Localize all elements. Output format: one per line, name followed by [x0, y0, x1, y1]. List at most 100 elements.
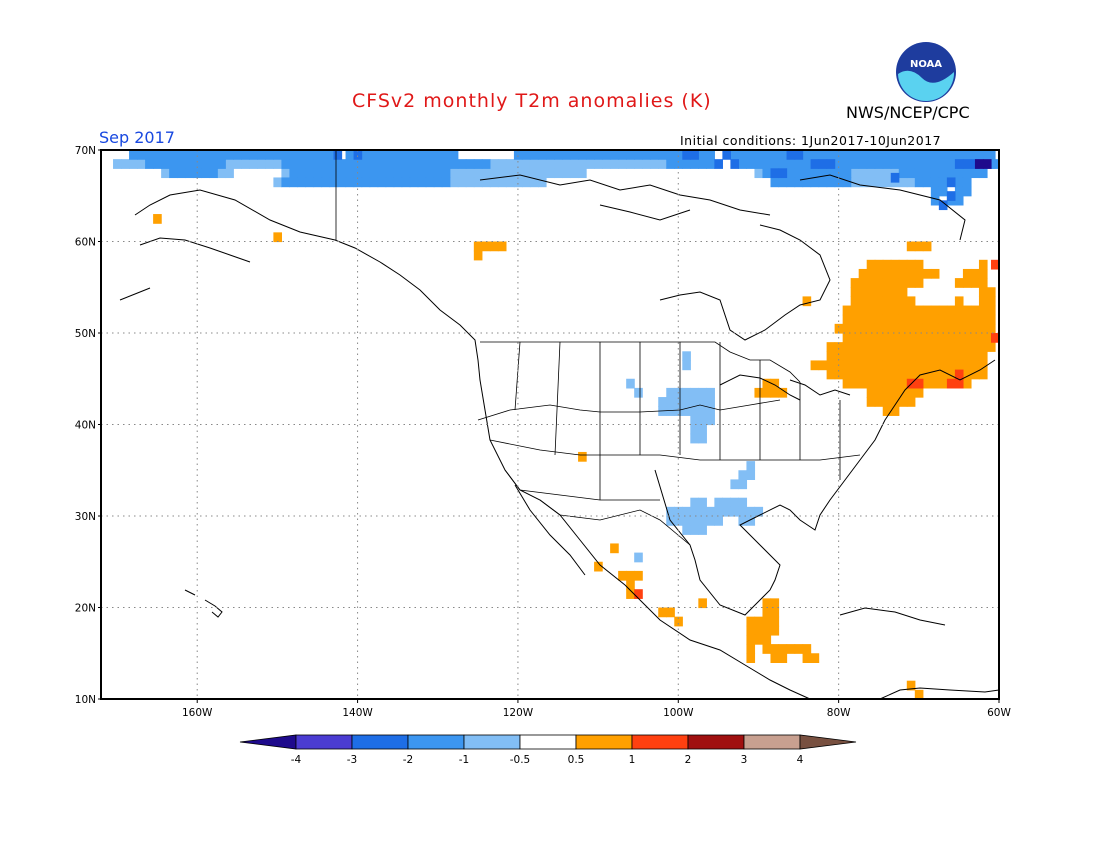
- anomaly-cell-pos-mod: [842, 351, 852, 362]
- anomaly-cell-pos-mod: [874, 333, 884, 343]
- anomaly-cell-neg-mod: [297, 159, 307, 169]
- anomaly-cell-pos-mod: [978, 314, 988, 325]
- anomaly-cell-neg-mod: [946, 159, 956, 169]
- anomaly-cell-pos-mod: [866, 296, 876, 307]
- anomaly-cell-neg-weak: [537, 177, 547, 188]
- anomaly-cell-neg-weak: [257, 159, 266, 169]
- anomaly-cell-neg-weak: [273, 177, 283, 188]
- latitude-labels: 70N 60N 50N 40N 30N 20N 10N: [75, 145, 101, 706]
- anomaly-cell-neg-weak: [562, 168, 571, 179]
- anomaly-cell-neg-mod: [674, 159, 683, 169]
- anomaly-cell-neg-strong: [890, 172, 900, 183]
- anomaly-cell-pos-mod: [954, 323, 964, 334]
- anomaly-cell-neg-mod: [281, 177, 291, 188]
- anomaly-cell-neg-strong: [353, 150, 363, 160]
- anomaly-cell-neg-mod: [425, 168, 435, 179]
- anomaly-cell-neg-mod: [786, 177, 796, 188]
- anomaly-cell-neg-weak: [129, 159, 138, 169]
- anomaly-cell-pos-mod: [858, 305, 868, 316]
- anomaly-cell-pos-mod: [938, 369, 948, 380]
- anomaly-cell-neg-weak: [473, 177, 483, 188]
- anomaly-cell-neg-weak: [746, 470, 756, 480]
- anomaly-cell-pos-mod: [962, 268, 972, 279]
- anomaly-cell-neg-mod: [329, 168, 339, 179]
- anomaly-cell-neg-mod: [305, 168, 315, 179]
- anomaly-cell-neg-mod: [297, 168, 307, 179]
- anomaly-cell-pos-mod: [778, 644, 788, 654]
- anomaly-cell-neg-weak: [682, 360, 691, 371]
- anomaly-cell-neg-weak: [746, 461, 756, 471]
- anomaly-cell-pos-mod: [666, 607, 675, 618]
- anomaly-cell-neg-mod: [954, 168, 964, 179]
- anomaly-cell-neg-mod: [417, 177, 427, 188]
- anomaly-cell-neg-mod: [770, 177, 780, 188]
- anomaly-cell-neg-weak: [666, 387, 675, 398]
- anomaly-cell-neg-mod: [978, 150, 988, 160]
- anomaly-cell-pos-mod: [778, 653, 788, 663]
- anomaly-cell-pos-mod: [658, 607, 667, 618]
- lon-label: 60W: [987, 707, 1011, 719]
- anomaly-cell-neg-mod: [842, 159, 852, 169]
- anomaly-cell-neg-weak: [586, 159, 595, 169]
- anomaly-cell-neg-mod: [898, 150, 908, 160]
- anomaly-cell-pos-mod: [770, 387, 780, 398]
- anomaly-cell-neg-weak: [513, 177, 523, 188]
- anomaly-cell-neg-mod: [425, 150, 435, 160]
- anomaly-cell-neg-weak: [722, 497, 732, 508]
- anomaly-cell-neg-weak: [698, 506, 707, 517]
- anomaly-cell-neg-mod: [201, 150, 210, 160]
- anomaly-cell-neg-mod: [954, 150, 964, 160]
- anomaly-cell-neg-weak: [738, 479, 748, 490]
- anomaly-cell-neg-mod: [185, 168, 194, 179]
- anomaly-cell-neg-mod: [281, 150, 291, 160]
- anomaly-cell-neg-mod: [289, 168, 299, 179]
- anomaly-cell-neg-mod: [754, 150, 764, 160]
- anomaly-cell-neg-weak: [497, 168, 507, 179]
- anomaly-cell-neg-weak: [682, 525, 691, 535]
- anomaly-cell-pos-mod: [866, 387, 876, 398]
- anomaly-cell-neg-mod: [954, 186, 964, 197]
- anomaly-cell-neg-mod: [185, 150, 194, 160]
- anomaly-cell-pos-mod: [986, 287, 996, 297]
- anomaly-cell-pos-mod: [938, 314, 948, 325]
- anomaly-cell-pos-mod: [890, 296, 900, 307]
- anomaly-cell-neg-strong: [946, 177, 956, 188]
- lat-label: 50N: [75, 328, 96, 340]
- anomaly-cell-neg-mod: [698, 159, 707, 169]
- anomaly-cell-pos-mod: [273, 232, 283, 243]
- anomaly-cell-neg-mod: [906, 159, 916, 169]
- anomaly-cell-pos-mod: [882, 378, 892, 389]
- anomaly-cell-neg-mod: [473, 159, 483, 169]
- anomaly-cell-pos-mod: [970, 360, 980, 371]
- anomaly-cell-neg-mod: [265, 150, 274, 160]
- anomaly-cell-pos-mod: [882, 305, 892, 316]
- anomaly-cell-neg-xstrong: [974, 159, 984, 169]
- anomaly-cell-pos-mod: [842, 369, 852, 380]
- anomaly-cell-neg-mod: [273, 150, 283, 160]
- anomaly-cell-pos-mod: [914, 323, 924, 334]
- anomaly-cell-neg-mod: [177, 168, 186, 179]
- anomaly-cell-neg-strong: [333, 150, 343, 160]
- anomaly-cell-neg-weak: [521, 159, 531, 169]
- anomaly-cell-pos-mod: [906, 387, 916, 398]
- anomaly-cell-neg-mod: [209, 159, 218, 169]
- anomaly-cell-pos-mod: [962, 351, 972, 362]
- anomaly-cell-neg-mod: [353, 159, 363, 169]
- lon-label: 100W: [663, 707, 694, 719]
- anomaly-cell-neg-weak: [714, 497, 723, 508]
- anomaly-cell-pos-mod: [866, 259, 876, 270]
- anomaly-cell-neg-mod: [305, 159, 315, 169]
- anomaly-cell-neg-mod: [954, 195, 964, 206]
- anomaly-cell-neg-weak: [594, 159, 603, 169]
- coastlines: [119, 174, 1000, 700]
- anomaly-cell-pos-mod: [978, 287, 988, 297]
- anomaly-cell-pos-mod: [850, 296, 860, 307]
- anomaly-cell-pos-mod: [770, 653, 780, 663]
- anomaly-cell-neg-weak: [489, 177, 499, 188]
- anomaly-cell-pos-mod: [970, 342, 980, 352]
- anomaly-cell-neg-weak: [682, 406, 691, 416]
- anomaly-cell-neg-mod: [794, 168, 804, 179]
- anomaly-cell-neg-mod: [922, 150, 932, 160]
- anomaly-cell-pos-mod: [882, 397, 892, 407]
- anomaly-cell-neg-weak: [882, 168, 892, 179]
